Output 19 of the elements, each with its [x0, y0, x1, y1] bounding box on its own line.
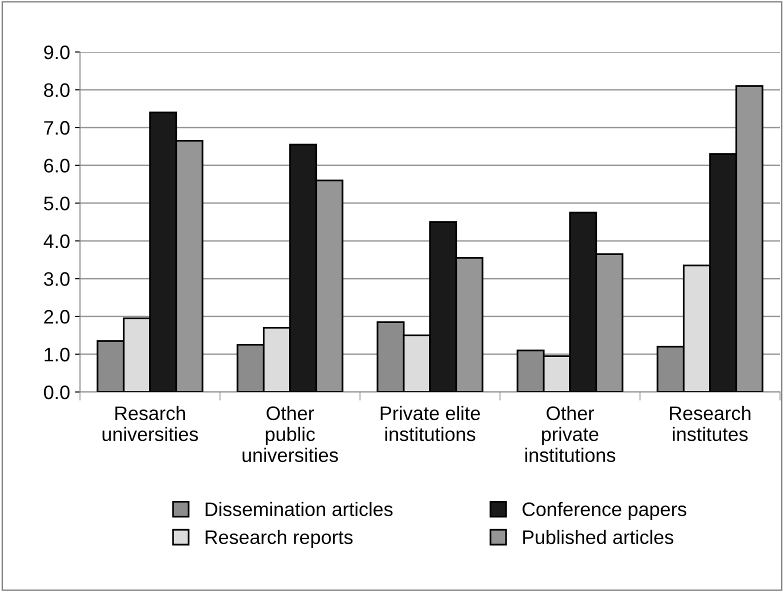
legend-label: Research reports [206, 530, 353, 548]
x-tick-label: Research institutes [670, 406, 750, 442]
legend-label: Published articles [523, 530, 674, 544]
x-tick-label: Private elite institutions [380, 406, 480, 442]
y-tick-label: 4.0 [44, 234, 70, 248]
y-tick-label: 9.0 [44, 45, 70, 60]
y-tick-label: 6.0 [44, 158, 70, 173]
y-tick-label: 5.0 [44, 196, 70, 210]
x-tick-label: Other public universities [242, 406, 338, 462]
y-tick-label: 3.0 [44, 272, 70, 286]
x-tick-label: Other private institutions [525, 406, 616, 462]
legend-label: Conference papers [522, 502, 686, 520]
legend-label: Dissemination articles [206, 502, 393, 516]
y-tick-label: 2.0 [44, 310, 70, 324]
y-tick-label: 0.0 [44, 385, 70, 400]
y-tick-label: 8.0 [44, 83, 70, 98]
y-tick-label: 1.0 [44, 348, 70, 362]
x-tick-label: Resarch universities [102, 406, 198, 442]
y-tick-label: 7.0 [44, 121, 70, 135]
